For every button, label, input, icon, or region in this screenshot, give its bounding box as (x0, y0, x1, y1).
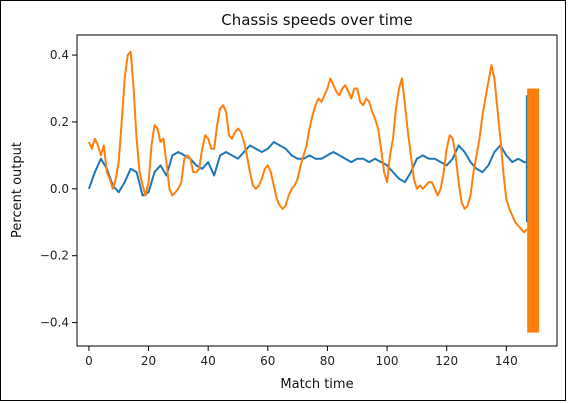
x-tick-label: 0 (85, 354, 93, 368)
series-1-line (87, 141, 528, 197)
y-tick-label: 0.2 (50, 115, 69, 129)
series-2-line (87, 50, 528, 234)
x-tick-label: 40 (201, 354, 216, 368)
y-tick-label: −0.4 (40, 316, 69, 330)
x-tick-label: 20 (141, 354, 156, 368)
axis-ticks: 0 20 40 60 80 100 120 140 −0.4 −0.2 0.0 0.2 0.4 (40, 34, 558, 368)
y-tick-label: 0.0 (50, 182, 69, 196)
y-tick-label: −0.2 (40, 249, 69, 263)
x-tick-label: 80 (320, 354, 335, 368)
y-tick-label: 0.4 (50, 48, 69, 62)
x-tick-label: 120 (435, 354, 458, 368)
x-axis-label: Match time (280, 377, 353, 392)
x-tick-label: 60 (260, 354, 275, 368)
y-axis-label: Percent output (10, 142, 25, 238)
x-tick-label: 100 (376, 354, 399, 368)
axes-frame (76, 34, 558, 347)
plot-area (87, 50, 540, 333)
series-2-oscillation-band (527, 88, 540, 333)
x-tick-label: 140 (495, 354, 518, 368)
chart-title: Chassis speeds over time (221, 11, 413, 29)
